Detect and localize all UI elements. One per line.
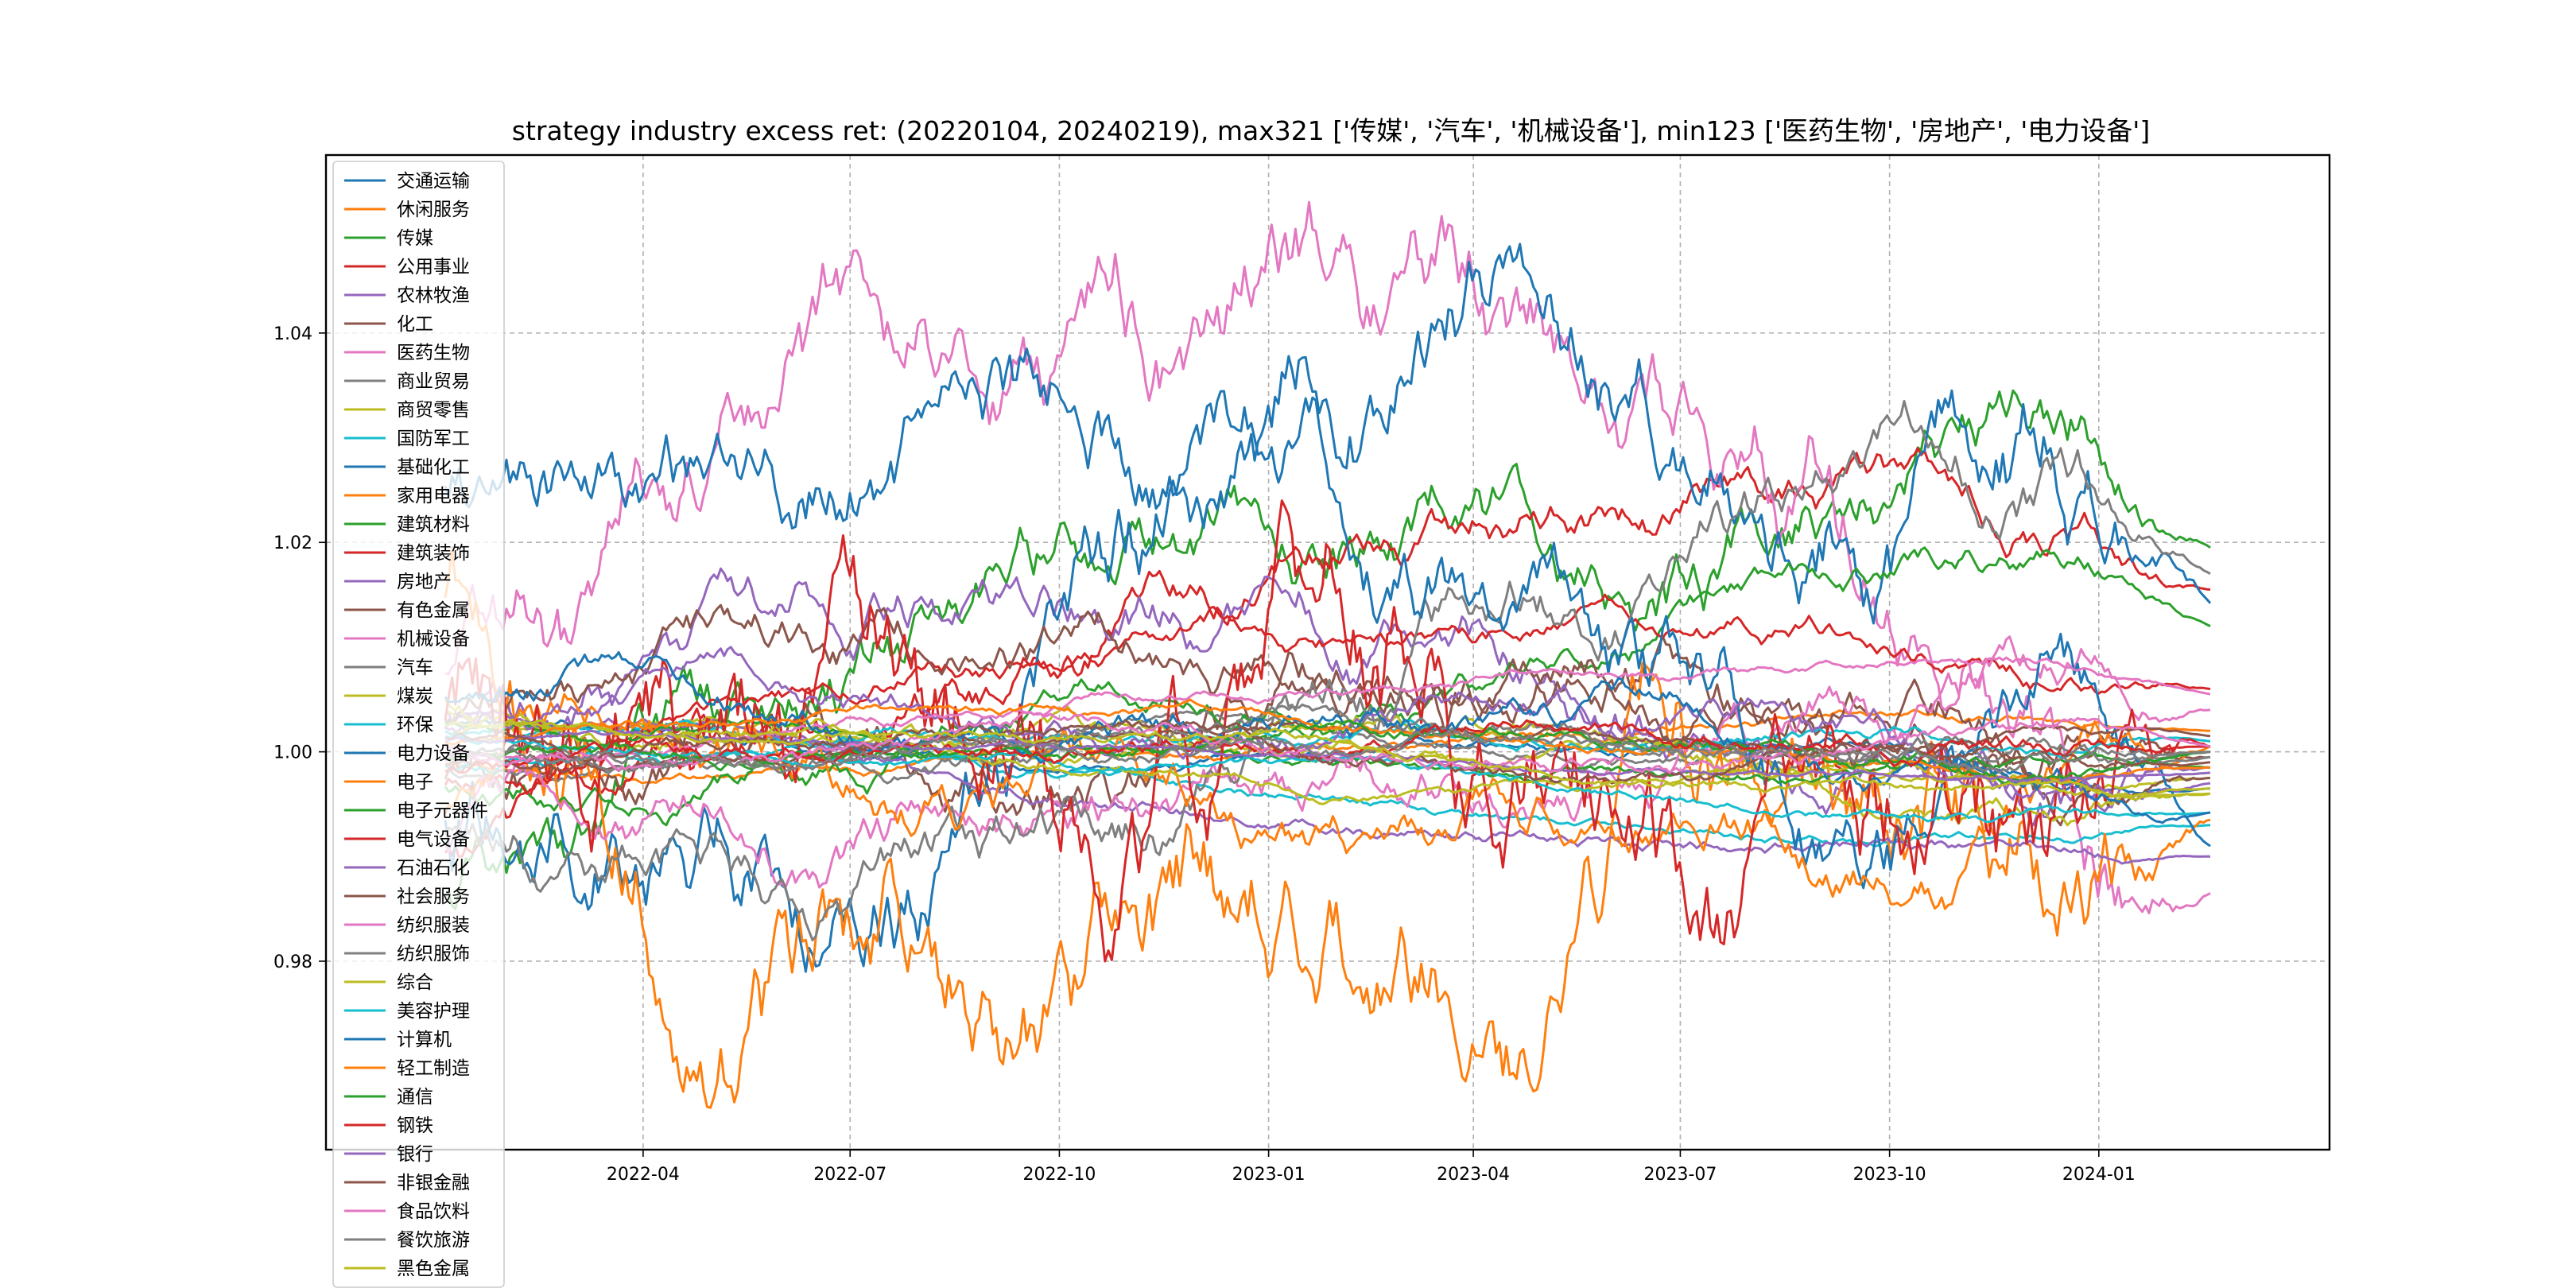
- legend-label: 有色金属: [397, 600, 470, 621]
- x-tick-label: 2022-10: [1022, 1165, 1096, 1185]
- series-line: [444, 499, 2211, 963]
- x-tick-label: 2022-04: [607, 1165, 680, 1185]
- legend-label: 农林牧渔: [397, 285, 470, 306]
- legend-label: 公用事业: [397, 257, 470, 277]
- legend-label: 石油石化: [397, 858, 470, 879]
- series-line: [444, 546, 2211, 827]
- series-line: [444, 635, 2211, 890]
- legend-label: 国防军工: [397, 429, 470, 449]
- series-line: [444, 729, 2211, 774]
- legend-label: 基础化工: [397, 457, 470, 478]
- x-tick-label: 2024-01: [2062, 1165, 2136, 1185]
- x-tick-label: 2023-10: [1853, 1165, 1926, 1185]
- legend: 交通运输休闲服务传媒公用事业农林牧渔化工医药生物商业贸易商贸零售国防军工基础化工…: [332, 161, 505, 1288]
- x-tick-label: 2023-07: [1643, 1165, 1717, 1185]
- legend-label: 食品饮料: [397, 1201, 470, 1222]
- legend-label: 家用电器: [397, 486, 470, 506]
- y-tick-label: 1.02: [274, 533, 312, 553]
- series-line: [444, 546, 2211, 1109]
- series-line: [444, 719, 2211, 805]
- legend-label: 建筑材料: [397, 514, 470, 535]
- legend-label: 电子: [397, 772, 433, 793]
- legend-label: 银行: [397, 1144, 433, 1165]
- legend-label: 电气设备: [397, 829, 470, 850]
- x-tick-label: 2023-01: [1232, 1165, 1305, 1185]
- legend-label: 机械设备: [397, 629, 470, 650]
- legend-label: 商业贸易: [397, 371, 470, 392]
- legend-label: 黑色金属: [397, 1259, 470, 1279]
- legend-label: 传媒: [397, 228, 433, 249]
- legend-label: 商贸零售: [397, 400, 470, 421]
- series-line: [444, 719, 2211, 785]
- ticks-layer: 2022-04 2022-07 2022-10 2023-01 2023-04 2023-…: [274, 324, 2136, 1185]
- lines-layer: [444, 200, 2212, 1109]
- legend-label: 汽车: [397, 658, 433, 678]
- series-line: [444, 347, 2211, 890]
- x-tick-label: 2023-04: [1437, 1165, 1510, 1185]
- legend-label: 房地产: [397, 572, 452, 592]
- legend-label: 建筑装饰: [397, 543, 470, 564]
- y-tick-label: 1.04: [274, 324, 312, 344]
- legend-label: 轻工制造: [397, 1058, 470, 1079]
- legend-label: 医药生物: [397, 343, 470, 363]
- legend-label: 交通运输: [397, 171, 470, 192]
- legend-box: [332, 161, 505, 1288]
- legend-label: 电子元器件: [397, 801, 488, 821]
- series-line: [444, 400, 2211, 942]
- chart-title: strategy industry excess ret: (20220104,…: [512, 115, 2150, 146]
- legend-label: 美容护理: [397, 1001, 470, 1022]
- legend-label: 煤炭: [397, 686, 433, 707]
- legend-label: 纺织服饰: [397, 944, 470, 964]
- x-tick-label: 2022-07: [813, 1165, 886, 1185]
- series-line: [444, 692, 2211, 910]
- legend-label: 环保: [397, 715, 433, 735]
- legend-label: 综合: [397, 972, 433, 993]
- legend-label: 通信: [397, 1087, 433, 1108]
- legend-label: 非银金融: [397, 1173, 470, 1193]
- series-line: [444, 719, 2211, 774]
- y-tick-label: 0.98: [274, 952, 312, 972]
- y-tick-label: 1.00: [274, 743, 312, 763]
- legend-label: 化工: [397, 314, 433, 335]
- legend-label: 纺织服装: [397, 915, 470, 936]
- legend-label: 餐饮旅游: [397, 1230, 470, 1251]
- series-line: [444, 703, 2211, 785]
- legend-label: 休闲服务: [397, 200, 470, 220]
- legend-label: 计算机: [397, 1030, 452, 1050]
- legend-label: 电力设备: [397, 743, 470, 764]
- legend-label: 社会服务: [397, 886, 470, 907]
- series-line: [444, 200, 2211, 914]
- series-line: [444, 242, 2212, 973]
- plot-frame: [324, 153, 2331, 1151]
- legend-label: 钢铁: [397, 1115, 433, 1136]
- series-line: [444, 719, 2211, 801]
